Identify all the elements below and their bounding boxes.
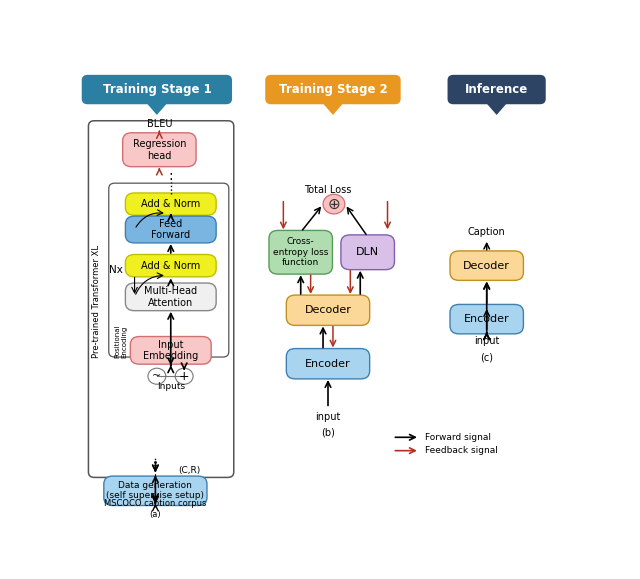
- FancyBboxPatch shape: [125, 255, 216, 277]
- FancyBboxPatch shape: [125, 216, 216, 243]
- FancyBboxPatch shape: [341, 235, 394, 270]
- Text: (c): (c): [480, 352, 493, 362]
- Text: Inference: Inference: [465, 83, 528, 96]
- FancyBboxPatch shape: [450, 305, 524, 334]
- Polygon shape: [484, 101, 509, 115]
- Text: (C,R): (C,R): [178, 466, 200, 475]
- Text: Encoder: Encoder: [305, 359, 351, 369]
- FancyBboxPatch shape: [286, 349, 370, 379]
- Text: Training Stage 1: Training Stage 1: [102, 83, 211, 96]
- Text: Pre-trained Transformer XL: Pre-trained Transformer XL: [92, 245, 101, 358]
- Text: Multi-Head
Attention: Multi-Head Attention: [144, 286, 197, 307]
- Text: Input
Embedding: Input Embedding: [143, 339, 198, 361]
- Text: BLEU: BLEU: [147, 119, 172, 129]
- Text: Forward signal: Forward signal: [425, 433, 491, 442]
- Text: Caption: Caption: [468, 227, 506, 237]
- Text: (b): (b): [321, 428, 335, 438]
- FancyBboxPatch shape: [265, 75, 401, 104]
- FancyBboxPatch shape: [109, 183, 229, 357]
- Text: Add & Norm: Add & Norm: [141, 261, 200, 270]
- Text: Decoder: Decoder: [463, 261, 510, 270]
- Text: MSCOCO caption corpus
(a): MSCOCO caption corpus (a): [104, 499, 207, 519]
- Circle shape: [323, 195, 345, 214]
- FancyBboxPatch shape: [269, 230, 332, 274]
- FancyBboxPatch shape: [131, 336, 211, 364]
- Text: :: :: [168, 170, 173, 184]
- Text: Training Stage 2: Training Stage 2: [278, 83, 387, 96]
- FancyBboxPatch shape: [450, 251, 524, 280]
- Text: Inputs: Inputs: [157, 382, 185, 390]
- FancyBboxPatch shape: [125, 193, 216, 215]
- Text: Add & Norm: Add & Norm: [141, 199, 200, 209]
- Text: Total Loss: Total Loss: [304, 185, 352, 195]
- Text: Cross-
entropy loss
function: Cross- entropy loss function: [273, 237, 328, 267]
- Text: ⊕: ⊕: [328, 197, 340, 211]
- Text: Positional
Encoding: Positional Encoding: [114, 325, 127, 358]
- Text: +: +: [179, 370, 189, 383]
- Text: Encoder: Encoder: [464, 314, 509, 324]
- Text: DLN: DLN: [356, 247, 380, 257]
- FancyBboxPatch shape: [104, 476, 207, 505]
- Text: Feedback signal: Feedback signal: [425, 446, 497, 455]
- Polygon shape: [145, 101, 169, 115]
- Text: Feed
Forward: Feed Forward: [151, 219, 190, 240]
- Text: Regression
head: Regression head: [132, 139, 186, 160]
- Text: Data generation
(self supervise setup): Data generation (self supervise setup): [106, 481, 204, 500]
- Polygon shape: [321, 101, 346, 115]
- FancyBboxPatch shape: [88, 121, 234, 478]
- FancyBboxPatch shape: [125, 283, 216, 311]
- FancyBboxPatch shape: [447, 75, 546, 104]
- FancyBboxPatch shape: [123, 133, 196, 167]
- Text: ~: ~: [152, 371, 161, 381]
- Text: input: input: [316, 412, 340, 422]
- Text: Decoder: Decoder: [305, 305, 351, 315]
- FancyBboxPatch shape: [82, 75, 232, 104]
- Text: input: input: [474, 336, 499, 346]
- FancyBboxPatch shape: [286, 295, 370, 325]
- Text: Nx: Nx: [109, 265, 123, 275]
